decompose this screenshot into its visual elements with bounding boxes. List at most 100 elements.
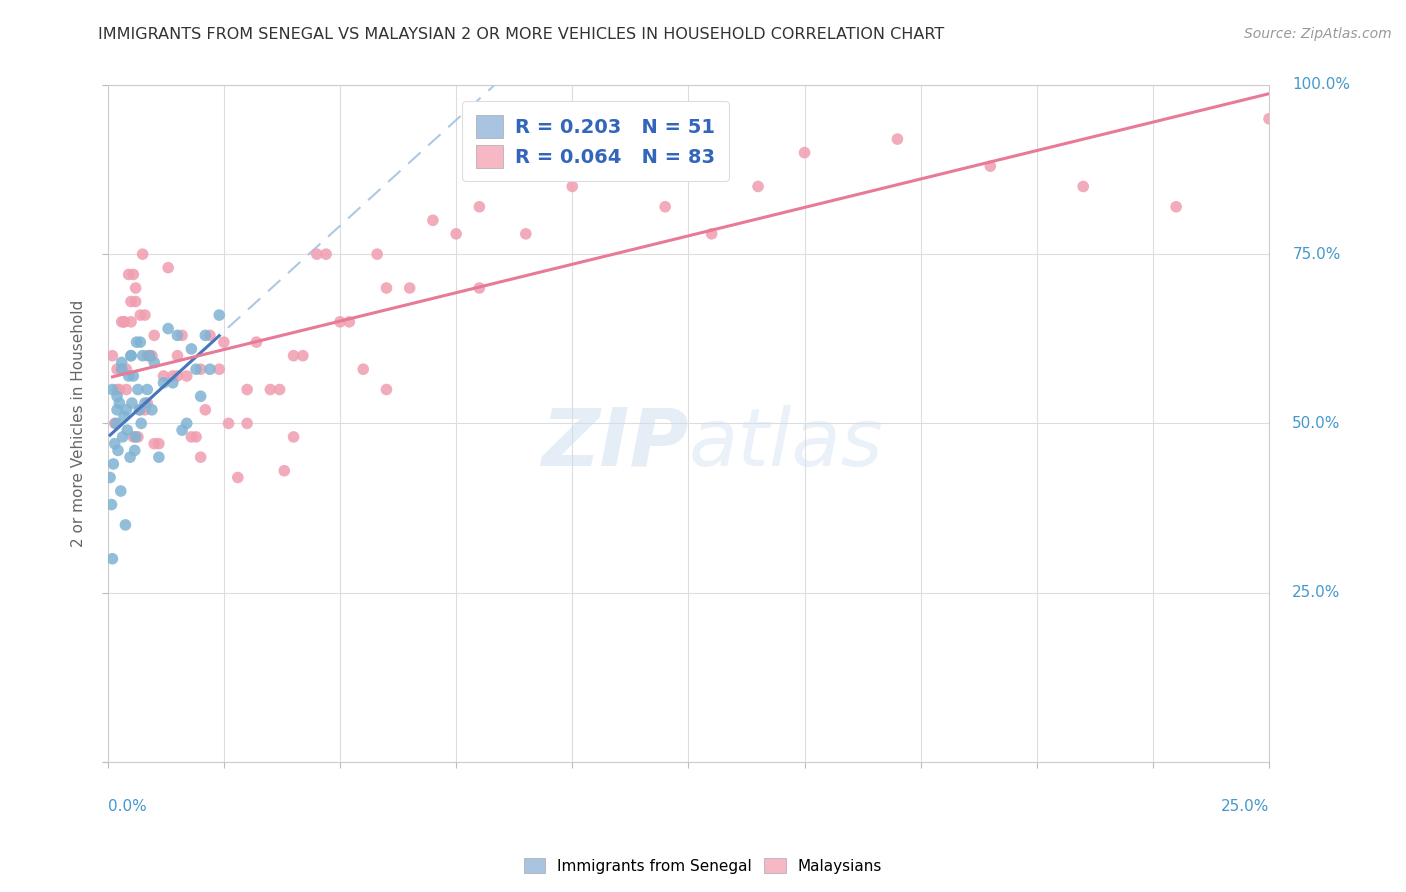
Point (122, 268, 145, 282)
Text: 0.0%: 0.0% (108, 799, 146, 814)
Point (269, 383, 291, 397)
Point (468, 281, 491, 295)
Point (166, 349, 188, 363)
Text: 25.0%: 25.0% (1220, 799, 1270, 814)
Point (111, 355, 134, 369)
Point (654, 200, 676, 214)
Point (138, 349, 160, 363)
Point (315, 247, 337, 261)
Point (120, 450, 142, 465)
Point (180, 342, 202, 356)
Point (107, 443, 129, 458)
Point (148, 450, 170, 465)
Point (793, 145, 815, 160)
Point (366, 247, 388, 261)
Point (329, 315, 352, 329)
Point (115, 362, 138, 376)
Point (422, 213, 444, 227)
Point (162, 376, 184, 390)
Point (352, 362, 374, 376)
Point (184, 430, 207, 444)
Point (136, 396, 159, 410)
Point (112, 409, 135, 424)
Point (273, 464, 295, 478)
Point (111, 362, 134, 376)
Point (172, 423, 194, 437)
Point (190, 362, 212, 376)
Point (337, 315, 360, 329)
Point (134, 396, 156, 410)
Point (212, 335, 235, 350)
Point (444, 227, 467, 241)
Point (124, 430, 146, 444)
Point (100, 498, 122, 512)
Point (138, 349, 160, 363)
Point (104, 417, 127, 431)
Text: atlas: atlas (689, 405, 883, 483)
Point (1071, 179, 1094, 194)
Point (120, 349, 142, 363)
Point (190, 450, 212, 465)
Point (105, 362, 128, 376)
Point (122, 430, 145, 444)
Point (198, 328, 221, 343)
Point (111, 430, 134, 444)
Point (121, 396, 143, 410)
Point (120, 315, 142, 329)
Point (111, 362, 134, 376)
Point (134, 308, 156, 322)
Point (236, 417, 259, 431)
Point (283, 349, 305, 363)
Point (112, 315, 135, 329)
Point (122, 369, 145, 384)
Point (561, 179, 583, 194)
Point (104, 436, 127, 450)
Point (111, 315, 134, 329)
Point (141, 349, 163, 363)
Point (166, 369, 188, 384)
Point (110, 484, 132, 499)
Point (108, 396, 131, 410)
Legend: Immigrants from Senegal, Malaysians: Immigrants from Senegal, Malaysians (517, 852, 889, 880)
Point (162, 369, 184, 384)
Text: 100.0%: 100.0% (1292, 78, 1350, 93)
Point (1258, 112, 1281, 126)
Point (136, 383, 159, 397)
Point (129, 335, 152, 350)
Point (143, 355, 166, 369)
Point (105, 402, 128, 417)
Point (375, 383, 398, 397)
Point (131, 349, 153, 363)
Point (127, 383, 149, 397)
Point (398, 281, 420, 295)
Point (190, 389, 212, 403)
Text: 25.0%: 25.0% (1292, 585, 1341, 600)
Point (184, 362, 207, 376)
Point (143, 328, 166, 343)
Point (166, 328, 188, 343)
Point (194, 328, 217, 343)
Point (152, 376, 174, 390)
Point (152, 369, 174, 384)
Point (128, 402, 150, 417)
Point (103, 457, 125, 471)
Point (1166, 200, 1188, 214)
Point (208, 362, 231, 376)
Point (283, 430, 305, 444)
Legend: R = 0.203   N = 51, R = 0.064   N = 83: R = 0.203 N = 51, R = 0.064 N = 83 (463, 102, 728, 181)
Point (259, 383, 281, 397)
Point (101, 349, 124, 363)
Point (112, 315, 135, 329)
Point (979, 159, 1001, 173)
Point (120, 294, 142, 309)
Point (218, 417, 240, 431)
Point (886, 132, 908, 146)
Point (124, 281, 146, 295)
Point (129, 308, 152, 322)
Point (157, 321, 180, 335)
Point (208, 308, 231, 322)
Point (515, 227, 537, 241)
Point (143, 436, 166, 450)
Point (747, 179, 769, 194)
Point (607, 159, 630, 173)
